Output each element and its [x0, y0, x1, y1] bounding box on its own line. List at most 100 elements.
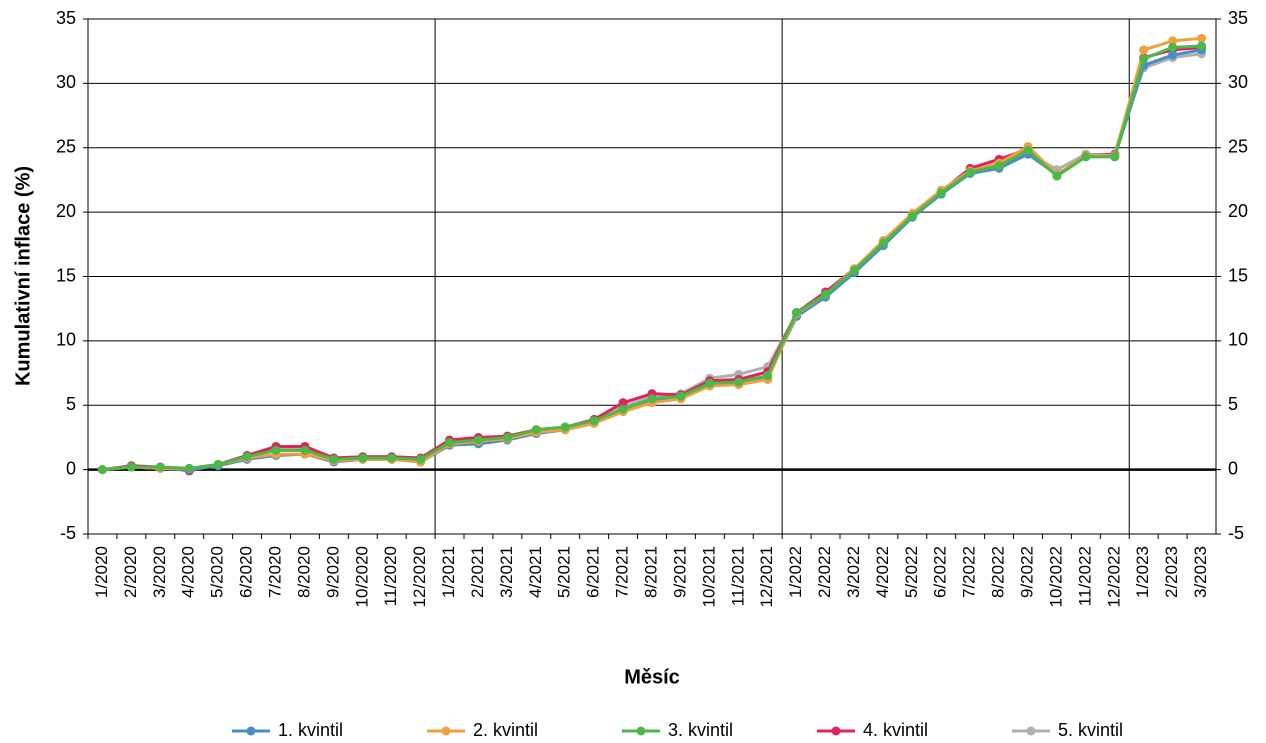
plot-border [87, 18, 1217, 535]
point [213, 459, 223, 469]
x-tick-label: 9/2020 [323, 546, 342, 598]
x-tick-label: 9/2021 [670, 546, 689, 598]
point [126, 462, 136, 472]
x-tick-label: 4/2022 [873, 546, 892, 598]
point [97, 465, 107, 475]
point [358, 453, 368, 463]
series-line [102, 45, 1202, 473]
point [155, 462, 165, 472]
x-tick-label: 1/2022 [786, 546, 805, 598]
y-tick-label: 20 [56, 201, 76, 221]
point [271, 445, 281, 455]
point [387, 453, 397, 463]
y-tick-label: 10 [56, 330, 76, 350]
point [473, 435, 483, 445]
point [1168, 42, 1178, 52]
point [1081, 152, 1091, 162]
point [647, 394, 657, 404]
y-tick-label: 5 [66, 394, 76, 414]
x-tick-label: 11/2020 [381, 546, 400, 606]
series [97, 49, 1207, 475]
legend-marker [1026, 726, 1036, 736]
x-tick-label: 5/2022 [902, 546, 921, 598]
y2-tick-label: 30 [1228, 72, 1248, 92]
point [907, 211, 917, 221]
y2-tick-label: -5 [1228, 523, 1244, 543]
y-tick-label: 35 [56, 8, 76, 28]
x-tick-label: 1/2021 [439, 546, 458, 598]
legend-label: 4. kvintil [863, 720, 928, 740]
y2-tick-label: 25 [1228, 137, 1248, 157]
x-tick-label: 7/2020 [265, 546, 284, 598]
x-tick-label: 6/2021 [584, 546, 603, 598]
point [300, 445, 310, 455]
legend-marker [441, 726, 451, 736]
point [1168, 50, 1178, 60]
x-tick-label: 5/2020 [208, 546, 227, 598]
legend-label: 5. kvintil [1058, 720, 1123, 740]
y2-tick-label: 5 [1228, 394, 1238, 414]
point [676, 391, 686, 401]
x-tick-label: 8/2021 [641, 546, 660, 598]
point [763, 371, 773, 381]
point [1110, 152, 1120, 162]
point [242, 452, 252, 462]
x-tick-label: 12/2020 [410, 546, 429, 607]
point [184, 463, 194, 473]
x-tick-label: 10/2022 [1046, 546, 1065, 607]
y-tick-label: 15 [56, 265, 76, 285]
point [1139, 54, 1149, 64]
point [936, 188, 946, 198]
point [502, 432, 512, 442]
x-axis-title: Měsíc [624, 666, 680, 688]
point [734, 377, 744, 387]
point [531, 425, 541, 435]
point [445, 438, 455, 448]
point [589, 416, 599, 426]
legend-marker [831, 726, 841, 736]
legend-label: 1. kvintil [278, 720, 343, 740]
point [1023, 145, 1033, 155]
point [618, 398, 628, 408]
x-tick-label: 5/2021 [555, 546, 574, 598]
y-tick-label: 0 [66, 458, 76, 478]
x-tick-label: 3/2020 [150, 546, 169, 598]
x-tick-label: 2/2020 [121, 546, 140, 598]
y-tick-label: 30 [56, 72, 76, 92]
series [97, 41, 1207, 475]
x-tick-label: 10/2020 [352, 546, 371, 607]
y-tick-label: 25 [56, 137, 76, 157]
x-tick-label: 1/2020 [92, 546, 111, 598]
point [1197, 41, 1207, 51]
point [1139, 45, 1149, 55]
series-line [102, 52, 1202, 472]
x-tick-label: 8/2022 [989, 546, 1008, 598]
y-axis-title: Kumulativní inflace (%) [12, 166, 34, 386]
point [878, 238, 888, 248]
y2-tick-label: 20 [1228, 201, 1248, 221]
legend-marker [246, 726, 256, 736]
x-tick-label: 2/2023 [1162, 546, 1181, 598]
x-tick-label: 12/2022 [1104, 546, 1123, 607]
y2-tick-label: 15 [1228, 265, 1248, 285]
x-tick-label: 3/2022 [844, 546, 863, 598]
legend-label: 2. kvintil [473, 720, 538, 740]
x-tick-label: 10/2021 [699, 546, 718, 607]
y-tick-label: -5 [60, 523, 76, 543]
x-tick-label: 12/2021 [757, 546, 776, 607]
x-tick-label: 4/2020 [179, 546, 198, 598]
point [994, 161, 1004, 171]
legend-label: 3. kvintil [668, 720, 733, 740]
point [821, 290, 831, 300]
point [965, 167, 975, 177]
y2-tick-label: 35 [1228, 8, 1248, 28]
point [705, 378, 715, 388]
x-tick-label: 8/2020 [294, 546, 313, 598]
x-tick-label: 7/2021 [613, 546, 632, 598]
series [97, 45, 1207, 475]
point [416, 454, 426, 464]
x-tick-label: 11/2022 [1075, 546, 1094, 606]
point [792, 308, 802, 318]
x-tick-label: 2/2022 [815, 546, 834, 598]
